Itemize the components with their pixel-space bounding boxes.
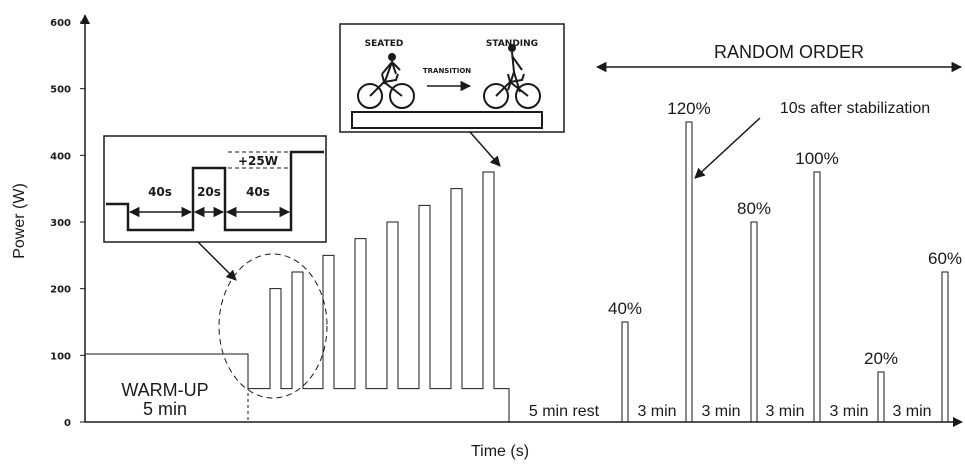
interval-labels: 3 min 3 min 3 min 3 min 3 min <box>637 403 931 420</box>
sprint-bar <box>621 321 629 422</box>
interval-label: 3 min <box>701 403 740 420</box>
random-sprints: 40% 120% 80% 100% 20% 60% <box>608 99 962 422</box>
position-platform <box>351 111 543 129</box>
y-tick-label: 600 <box>50 18 71 29</box>
warmup-duration-label: 5 min <box>143 399 187 419</box>
span-label-1: 40s <box>148 185 172 199</box>
sprint-bar <box>813 171 821 422</box>
warmup-label: WARM-UP <box>121 380 208 400</box>
sprint-bar <box>877 371 885 422</box>
span-label-2: 20s <box>197 185 221 199</box>
y-tick-label: 500 <box>50 85 71 96</box>
y-tick-label: 400 <box>50 151 71 162</box>
position-inset: SEATED STANDING TRANSITION <box>339 23 565 133</box>
y-ticks: 0 100 200 300 400 500 600 <box>50 18 85 429</box>
position-inset-pointer <box>469 131 501 167</box>
y-tick-label: 200 <box>50 285 71 296</box>
protocol-inset: +25W 40s 20s 40s <box>103 135 327 243</box>
protocol-inset-trace <box>106 150 324 232</box>
rest-label: 5 min rest <box>529 403 600 420</box>
y-tick-label: 0 <box>64 418 71 429</box>
warmup-series: WARM-UP 5 min <box>85 353 249 422</box>
sprint-label: 100% <box>795 149 838 168</box>
protocol-inset-frame <box>103 135 327 243</box>
protocol-inset-pointer <box>197 241 237 281</box>
x-axis-arrow <box>953 417 963 427</box>
x-axis-label: Time (s) <box>471 443 529 460</box>
increment-label: +25W <box>238 154 278 168</box>
y-tick-label: 300 <box>50 218 71 229</box>
sprint-label: 60% <box>928 249 962 268</box>
stabilization-note: 10s after stabilization <box>780 100 930 117</box>
random-order-label: RANDOM ORDER <box>714 42 864 62</box>
stabilization-arrow <box>694 117 761 179</box>
transition-label: TRANSITION <box>423 67 471 75</box>
standing-cyclist-icon <box>483 44 541 109</box>
warmup-line <box>85 353 249 387</box>
interval-label: 3 min <box>892 403 931 420</box>
zoom-ellipse <box>218 253 328 399</box>
sprint-label: 80% <box>737 199 771 218</box>
y-axis-label: Power (W) <box>11 183 28 259</box>
sprint-label: 120% <box>667 99 710 118</box>
seated-label: SEATED <box>365 39 404 49</box>
sprint-bar <box>941 271 949 422</box>
sprint-bar <box>750 221 758 422</box>
interval-label: 3 min <box>637 403 676 420</box>
y-tick-label: 100 <box>50 351 71 362</box>
incremental-series <box>248 171 510 422</box>
interval-label: 3 min <box>765 403 804 420</box>
sprint-label: 20% <box>864 349 898 368</box>
span-label-3: 40s <box>246 185 270 199</box>
interval-label: 3 min <box>829 403 868 420</box>
sprint-bar <box>685 121 693 422</box>
seated-cyclist-icon <box>357 53 415 109</box>
sprint-label: 40% <box>608 299 642 318</box>
